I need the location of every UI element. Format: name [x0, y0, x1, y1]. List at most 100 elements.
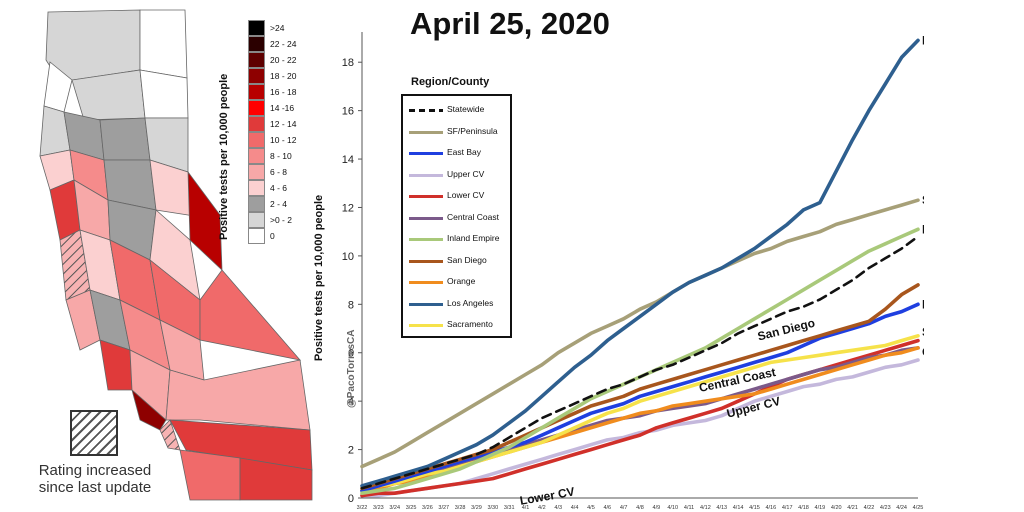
scale-swatch: [248, 68, 265, 84]
legend-item: East Bay: [409, 143, 512, 163]
x-tick-label: 4/16: [765, 505, 776, 511]
series-line-sf-peninsula: [360, 198, 920, 469]
x-tick-label: 4/23: [880, 505, 891, 511]
legend-item: Upper CV: [409, 165, 512, 185]
x-tick-label: 3/29: [471, 505, 482, 511]
scale-label: 22 - 24: [270, 39, 297, 49]
map-county: [99, 117, 151, 161]
series-line-sacramento: [360, 333, 920, 491]
scale-label: 8 - 10: [270, 151, 292, 161]
legend-swatch: [409, 281, 443, 284]
scale-label: >0 - 2: [270, 215, 292, 225]
legend-item: Lower CV: [409, 186, 512, 206]
scale-swatch: [248, 148, 265, 164]
legend-item: San Diego: [409, 251, 512, 271]
x-tick-label: 4/19: [815, 505, 826, 511]
scale-swatch: [248, 52, 265, 68]
legend-swatch: [409, 238, 443, 241]
x-tick-label: 4/6: [603, 505, 611, 511]
y-tick-label: 4: [348, 396, 354, 408]
scale-label: 2 - 4: [270, 199, 288, 209]
x-tick-label: 4/20: [831, 505, 842, 511]
legend-title: Region/County: [411, 76, 490, 88]
x-tick-label: 3/28: [455, 505, 466, 511]
scale-label: 20 - 22: [270, 55, 297, 65]
x-tick-label: 4/21: [847, 505, 858, 511]
x-tick-label: 4/15: [749, 505, 760, 511]
legend-label: Statewide: [447, 104, 485, 114]
legend-label: San Diego: [447, 254, 487, 265]
legend-label: East Bay: [447, 147, 482, 157]
legend-swatch: [409, 152, 443, 155]
scale-swatch: [248, 36, 265, 52]
hatch-swatch: [70, 410, 118, 456]
legend-item: Central Coast: [409, 208, 512, 228]
x-tick-label: 4/1: [522, 505, 530, 511]
x-tick-label: 4/8: [636, 505, 644, 511]
scale-label: >24: [270, 23, 285, 33]
color-scale-title: Positive tests per 10,000 people: [218, 73, 230, 240]
map-county: [187, 170, 223, 271]
x-tick-label: 3/25: [406, 505, 417, 511]
map-county: [165, 359, 311, 431]
hatch-legend-label: Rating increased since last update: [38, 462, 152, 496]
scale-row: 2 - 4: [248, 196, 308, 212]
x-tick-label: 4/11: [684, 505, 694, 511]
line-label: Lower CV: [519, 484, 576, 507]
scale-label: 6 - 8: [270, 167, 288, 177]
legend-label: Los Angeles: [447, 297, 494, 308]
scale-label: 16 - 18: [270, 87, 297, 97]
y-tick-label: 2: [348, 445, 354, 457]
line-label: Inland Empire: [922, 222, 924, 236]
scale-row: 10 - 12: [248, 132, 308, 148]
legend-item: Orange: [409, 272, 512, 292]
california-map: [39, 9, 313, 501]
scale-swatch: [248, 100, 265, 116]
legend-item: SF/Peninsula: [409, 122, 512, 142]
legend-label: Inland Empire: [447, 233, 500, 243]
legend-swatch: [409, 130, 443, 134]
legend-item: Los Angeles: [409, 294, 512, 314]
x-tick-label: 3/27: [438, 505, 449, 511]
chart-title: April 25, 2020: [410, 6, 610, 41]
legend-swatch: [409, 324, 443, 327]
legend-label: Lower CV: [447, 190, 485, 200]
y-tick-label: 18: [342, 57, 354, 69]
scale-row: 8 - 10: [248, 148, 308, 164]
scale-label: 18 - 20: [270, 71, 297, 81]
x-tick-label: 4/24: [896, 505, 907, 511]
x-tick-label: 4/2: [538, 505, 546, 511]
map-county: [139, 69, 189, 119]
scale-label: 14 -16: [270, 103, 295, 113]
x-tick-label: 3/30: [487, 505, 498, 511]
series-line-los-angeles: [360, 38, 920, 488]
x-tick-label: 4/22: [864, 505, 875, 511]
scale-label: 10 - 12: [270, 135, 297, 145]
scale-swatch: [248, 212, 265, 228]
scale-swatch: [248, 84, 265, 100]
scale-row: 6 - 8: [248, 164, 308, 180]
y-tick-label: 10: [342, 251, 354, 263]
legend-label: Orange: [447, 276, 476, 286]
scale-row: 18 - 20: [248, 68, 308, 84]
legend-item: Sacramento: [409, 315, 512, 335]
color-scale-legend: >24 22 - 24 20 - 22 18 - 20 16 - 18 14 -16 12 …: [248, 20, 308, 244]
x-tick-label: 4/9: [653, 505, 661, 511]
x-tick-label: 4/5: [587, 505, 595, 511]
scale-row: >24: [248, 20, 308, 36]
legend-label: SF/Peninsula: [447, 125, 498, 136]
scale-label: 4 - 6: [270, 183, 288, 193]
scale-swatch: [248, 196, 265, 212]
map-county: [179, 449, 241, 501]
legend-swatch: [409, 195, 443, 198]
series-line-central-coast: [360, 346, 920, 493]
x-tick-label: 4/25: [913, 505, 924, 511]
scale-row: >0 - 2: [248, 212, 308, 228]
legend-label: Central Coast: [447, 211, 499, 222]
x-tick-label: 4/12: [700, 505, 711, 511]
legend-label: Upper CV: [447, 168, 485, 179]
credit-label: @PacoTorresCA: [346, 329, 357, 408]
x-tick-label: 4/10: [667, 505, 678, 511]
scale-row: 20 - 22: [248, 52, 308, 68]
x-tick-label: 3/26: [422, 505, 433, 511]
